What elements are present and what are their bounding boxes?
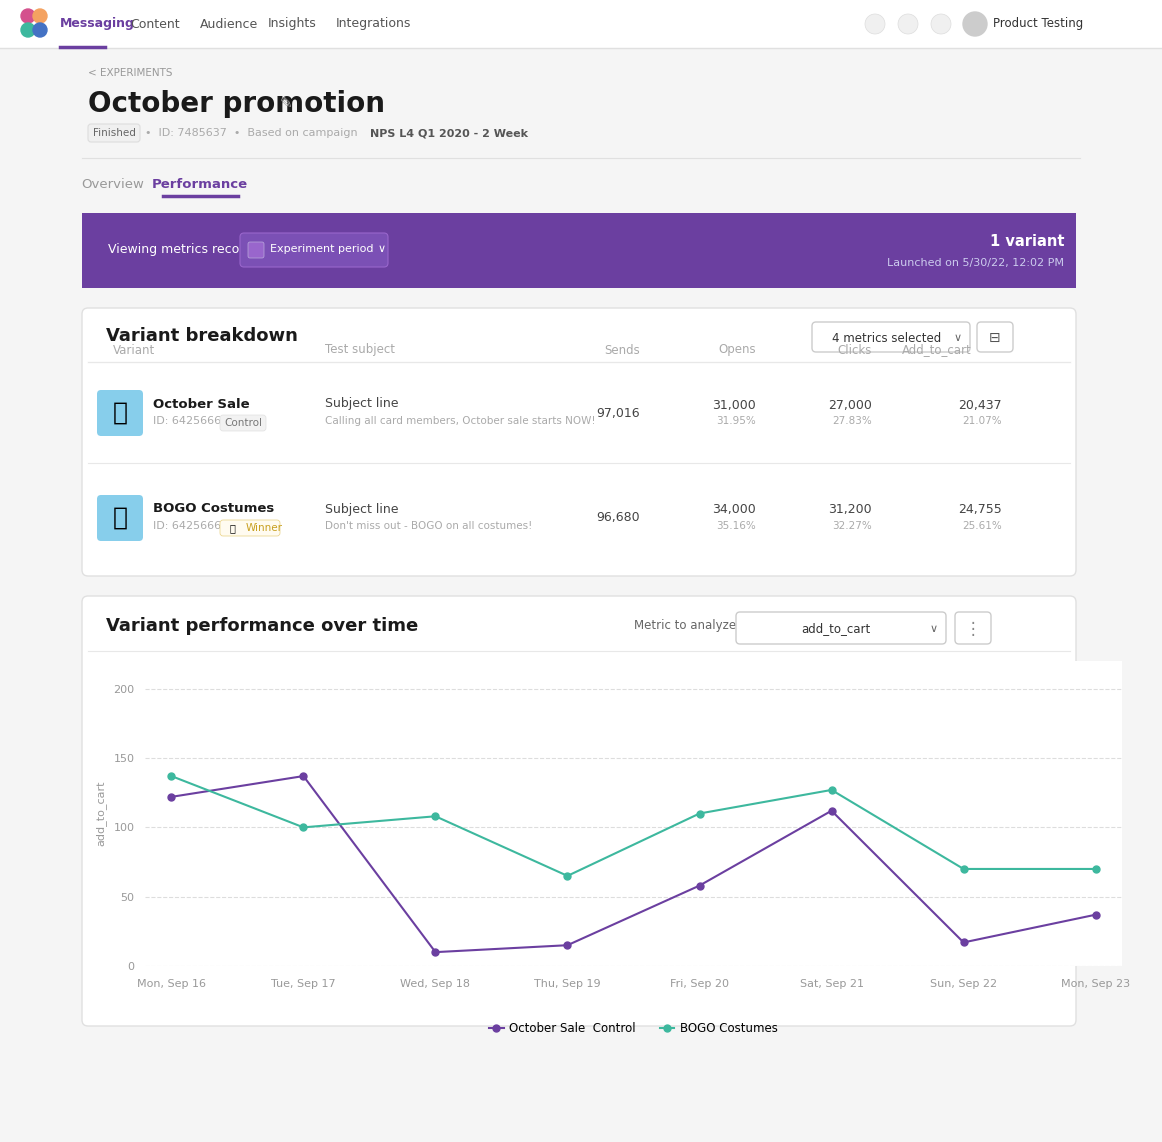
Text: Content: Content	[130, 17, 180, 31]
Text: Product Testing: Product Testing	[994, 17, 1083, 31]
FancyBboxPatch shape	[248, 242, 264, 258]
Y-axis label: add_to_cart: add_to_cart	[95, 781, 107, 846]
Text: Calling all card members, October sale starts NOW!: Calling all card members, October sale s…	[325, 416, 596, 426]
Text: NPS L4 Q1 2020 - 2 Week: NPS L4 Q1 2020 - 2 Week	[370, 128, 528, 138]
Text: Integrations: Integrations	[336, 17, 411, 31]
Circle shape	[21, 23, 35, 37]
Text: 97,016: 97,016	[596, 407, 640, 419]
FancyBboxPatch shape	[83, 308, 1076, 576]
Text: 96,680: 96,680	[596, 512, 640, 524]
FancyBboxPatch shape	[0, 0, 1162, 48]
Text: October Sale: October Sale	[153, 397, 250, 410]
Circle shape	[33, 9, 46, 23]
FancyBboxPatch shape	[736, 612, 946, 644]
Text: 31.95%: 31.95%	[716, 416, 756, 426]
FancyBboxPatch shape	[0, 48, 1162, 1142]
FancyBboxPatch shape	[96, 494, 143, 541]
Text: Winner: Winner	[246, 523, 284, 533]
Text: Viewing metrics recorded: Viewing metrics recorded	[108, 243, 268, 257]
Text: Performance: Performance	[152, 178, 248, 192]
Text: Control: Control	[224, 418, 261, 428]
Text: Opens: Opens	[718, 344, 756, 356]
Text: Insights: Insights	[268, 17, 317, 31]
Text: Add_to_cart: Add_to_cart	[902, 344, 971, 356]
Text: 4 metrics selected: 4 metrics selected	[832, 331, 941, 345]
Text: 27.83%: 27.83%	[832, 416, 872, 426]
Text: ⋮: ⋮	[964, 620, 982, 638]
FancyBboxPatch shape	[88, 124, 139, 142]
Text: 34,000: 34,000	[712, 504, 756, 516]
FancyBboxPatch shape	[955, 612, 991, 644]
Legend: October Sale  Control, BOGO Costumes: October Sale Control, BOGO Costumes	[485, 1018, 782, 1040]
Text: ⊟: ⊟	[989, 331, 1000, 345]
Text: 35.16%: 35.16%	[716, 521, 756, 531]
Circle shape	[898, 14, 918, 34]
Text: October promotion: October promotion	[88, 90, 385, 118]
Text: Test subject: Test subject	[325, 344, 395, 356]
Text: ∨: ∨	[378, 244, 386, 254]
FancyBboxPatch shape	[241, 233, 388, 267]
Text: Subject line: Subject line	[325, 397, 399, 410]
FancyBboxPatch shape	[812, 322, 970, 352]
Text: ID: 64256666: ID: 64256666	[153, 416, 228, 426]
Text: 21.07%: 21.07%	[962, 416, 1002, 426]
Text: •  ID: 7485637  •  Based on campaign: • ID: 7485637 • Based on campaign	[145, 128, 358, 138]
Circle shape	[931, 14, 951, 34]
Text: Experiment period: Experiment period	[270, 244, 373, 254]
Text: ∨: ∨	[954, 333, 962, 343]
Text: 25.61%: 25.61%	[962, 521, 1002, 531]
Text: Messaging: Messaging	[60, 17, 135, 31]
Text: 32.27%: 32.27%	[832, 521, 872, 531]
Text: Variant breakdown: Variant breakdown	[106, 327, 297, 345]
Text: Sends: Sends	[604, 344, 640, 356]
FancyBboxPatch shape	[83, 596, 1076, 1026]
Text: Variant performance over time: Variant performance over time	[106, 617, 418, 635]
Text: ✎: ✎	[280, 97, 293, 112]
Text: Don't miss out - BOGO on all costumes!: Don't miss out - BOGO on all costumes!	[325, 521, 532, 531]
Text: 🎃: 🎃	[113, 506, 128, 530]
Text: Launched on 5/30/22, 12:02 PM: Launched on 5/30/22, 12:02 PM	[887, 258, 1064, 268]
Text: 20,437: 20,437	[959, 399, 1002, 411]
Text: < EXPERIMENTS: < EXPERIMENTS	[88, 69, 172, 78]
Text: Clicks: Clicks	[838, 344, 872, 356]
Text: 27,000: 27,000	[829, 399, 872, 411]
Text: 🎃: 🎃	[113, 401, 128, 425]
Text: BOGO Costumes: BOGO Costumes	[153, 502, 274, 515]
Circle shape	[21, 9, 35, 23]
FancyBboxPatch shape	[220, 520, 280, 536]
Circle shape	[33, 23, 46, 37]
Text: Audience: Audience	[200, 17, 258, 31]
FancyBboxPatch shape	[977, 322, 1013, 352]
Text: 🏆: 🏆	[230, 523, 236, 533]
Text: add_to_cart: add_to_cart	[802, 622, 870, 635]
Text: Finished: Finished	[93, 128, 136, 138]
Text: Subject line: Subject line	[325, 502, 399, 515]
Text: 31,000: 31,000	[712, 399, 756, 411]
Text: Metric to analyze: Metric to analyze	[634, 619, 736, 633]
Text: 1 variant: 1 variant	[990, 233, 1064, 249]
Text: 24,755: 24,755	[959, 504, 1002, 516]
Circle shape	[963, 13, 987, 37]
Circle shape	[865, 14, 885, 34]
Text: Overview: Overview	[81, 178, 144, 192]
FancyBboxPatch shape	[83, 214, 1076, 288]
FancyBboxPatch shape	[96, 391, 143, 436]
FancyBboxPatch shape	[220, 415, 266, 431]
Text: 31,200: 31,200	[829, 504, 872, 516]
Text: ∨: ∨	[930, 624, 938, 634]
Text: ID: 64256668: ID: 64256668	[153, 521, 228, 531]
Text: Variant: Variant	[113, 344, 156, 356]
